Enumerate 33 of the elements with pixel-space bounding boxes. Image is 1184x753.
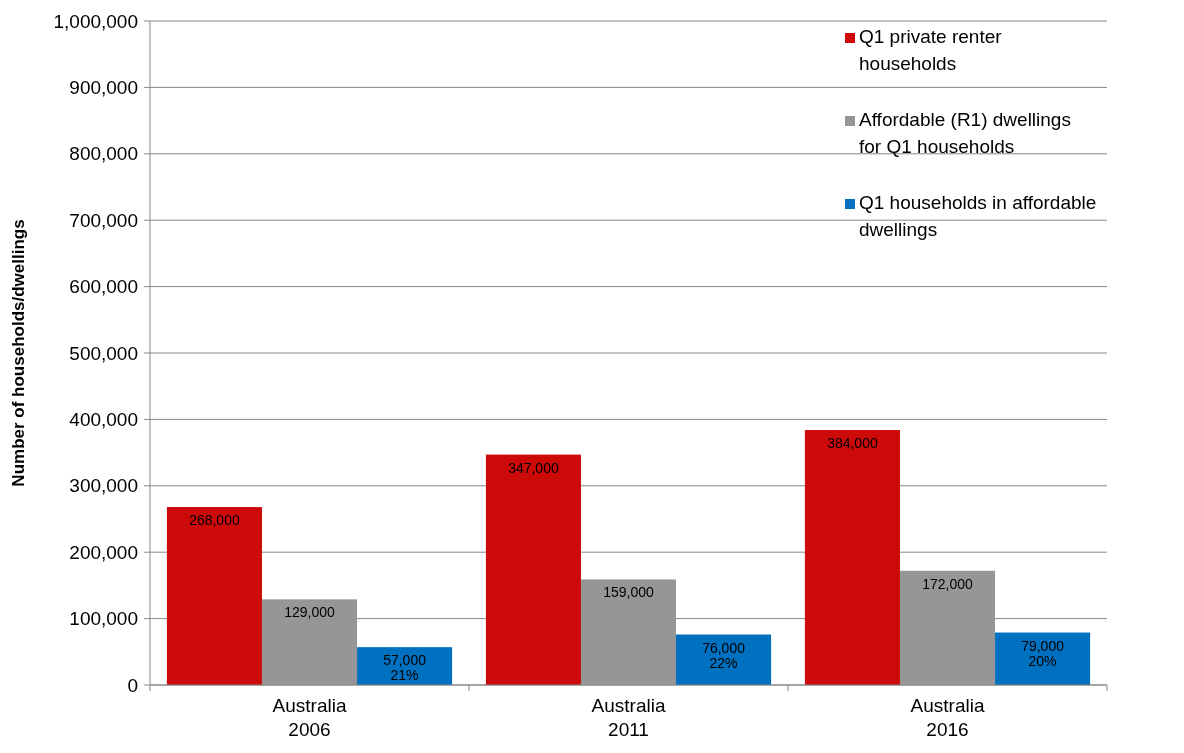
data-label: 76,000 22% (702, 639, 746, 671)
legend-label: Affordable (R1) dwellings for Q1 households (859, 109, 1071, 157)
bar (485, 454, 581, 685)
y-tick-label: 600,000 (69, 276, 138, 298)
bar (804, 430, 900, 685)
y-tick-label: 0 (127, 674, 138, 696)
data-label: 79,000 20% (1021, 637, 1065, 669)
bar (166, 507, 262, 685)
data-label: 129,000 (284, 604, 336, 621)
x-tick-label: Australia 2006 (272, 695, 347, 740)
legend-label: Q1 households in affordable dwellings (859, 192, 1097, 240)
bar (261, 599, 358, 685)
data-label: 57,000 21% (383, 652, 427, 684)
y-tick-label: 1,000,000 (53, 10, 138, 32)
bar (580, 579, 677, 685)
data-label: 172,000 (922, 575, 974, 592)
y-tick-label: 500,000 (69, 342, 138, 364)
data-label: 384,000 (827, 435, 878, 452)
y-tick-label: 700,000 (69, 209, 138, 231)
data-label: 268,000 (189, 512, 240, 529)
y-tick-label: 900,000 (69, 77, 138, 99)
y-tick-label: 800,000 (69, 143, 138, 165)
x-tick-label: Australia 2016 (910, 695, 985, 740)
data-label: 347,000 (508, 459, 559, 476)
x-tick-label: Australia 2011 (591, 695, 666, 740)
data-label: 159,000 (603, 584, 655, 601)
bar (899, 570, 996, 685)
y-tick-label: 300,000 (69, 475, 138, 497)
legend-label: Q1 private renter households (859, 26, 1003, 74)
y-tick-label: 200,000 (69, 541, 138, 563)
y-tick-label: 100,000 (69, 608, 138, 630)
y-axis-title: Number of households/dwellings (9, 219, 28, 487)
y-tick-label: 400,000 (69, 409, 138, 431)
